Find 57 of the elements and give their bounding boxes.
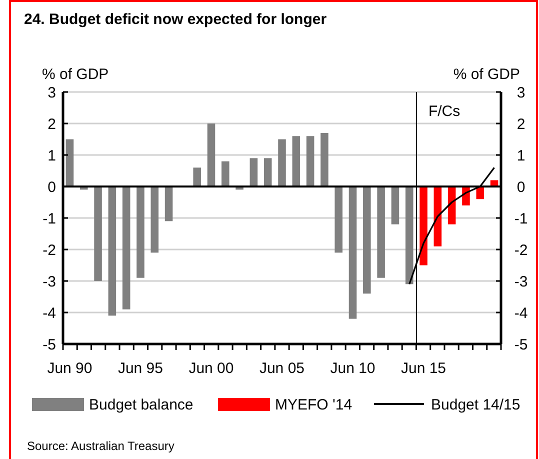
bar	[306, 136, 314, 186]
y2-tick-label: -5	[514, 336, 528, 354]
y-tick-label: -1	[42, 210, 56, 228]
y-axis-title: % of GDP	[42, 66, 109, 83]
bar	[405, 186, 414, 284]
x-tick-label: Jun 95	[118, 360, 164, 377]
y2-tick-label: 0	[516, 178, 526, 196]
bar	[420, 186, 428, 266]
bar	[222, 161, 230, 186]
bar	[320, 132, 328, 186]
legend-label: MYEFO '14	[275, 396, 352, 414]
bar	[434, 186, 442, 246]
y2-tick-label: 3	[516, 84, 526, 102]
bar	[207, 124, 216, 186]
bar	[66, 139, 74, 186]
y2-tick-label: 2	[516, 116, 526, 133]
bar	[334, 186, 342, 253]
y2-tick-label: -3	[514, 273, 528, 290]
y-tick-label: -2	[42, 242, 56, 259]
bar	[164, 186, 173, 222]
x-tick-label: Jun 10	[330, 360, 376, 377]
bar	[193, 168, 201, 186]
bar	[136, 186, 144, 278]
x-tick-label: Jun 90	[47, 360, 92, 377]
bar	[264, 158, 272, 186]
y-tick-label: -3	[42, 273, 56, 290]
y-tick-label: -5	[42, 336, 56, 354]
y-tick-label: 1	[48, 147, 56, 164]
x-tick-label: Jun 15	[400, 360, 446, 377]
y-tick-label: 3	[48, 84, 56, 102]
y-tick-label: 0	[48, 178, 56, 196]
y2-tick-label: -2	[514, 242, 528, 259]
source-note: Source: Australian Treasury	[27, 439, 174, 453]
bar	[377, 186, 385, 278]
x-tick-label: Jun 00	[188, 360, 234, 377]
y2-tick-label: -1	[514, 210, 528, 228]
bar	[278, 139, 286, 186]
y-tick-label: -4	[42, 304, 56, 322]
ref-line-label: F/Cs	[428, 103, 460, 120]
y-tick-label: 2	[48, 116, 56, 133]
y2-axis-title: % of GDP	[453, 66, 520, 83]
bar	[122, 186, 130, 310]
legend-label: Budget 14/15	[431, 396, 520, 414]
y2-tick-label: -4	[514, 304, 528, 322]
bar	[108, 186, 116, 316]
bar	[476, 186, 484, 200]
legend-label: Budget balance	[89, 396, 194, 414]
bar	[348, 186, 357, 319]
bar	[292, 136, 300, 186]
bar	[363, 186, 371, 294]
y2-tick-label: 1	[516, 147, 526, 164]
bar	[94, 186, 102, 281]
bar	[150, 186, 159, 253]
chart-title: 24. Budget deficit now expected for longer	[24, 11, 327, 28]
bar	[250, 158, 258, 186]
x-tick-label: Jun 05	[259, 360, 305, 377]
bar	[391, 186, 400, 224]
